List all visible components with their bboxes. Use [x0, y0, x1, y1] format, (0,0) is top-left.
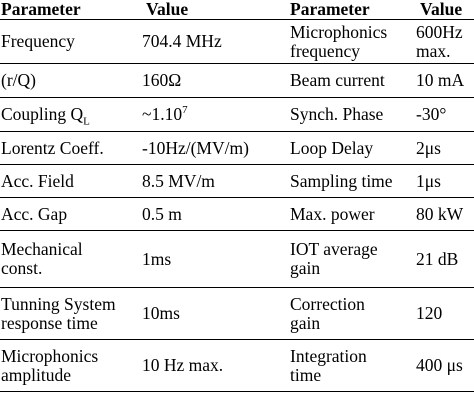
value-line: 600Hz	[416, 21, 463, 42]
table-row: Acc. Field 8.5 MV/m Sampling time 1μs	[0, 165, 474, 198]
param-cell: Correction gain	[288, 288, 416, 340]
value-cell: 10ms	[142, 303, 180, 323]
param-cell: Acc. Gap	[1, 203, 68, 224]
value-cell: 21 dB	[416, 248, 459, 269]
value-cell: 10 mA	[416, 70, 465, 90]
header-row: Parameter Value Parameter Value	[0, 0, 474, 20]
param-line: Correction	[290, 293, 365, 314]
table-row: Mechanical const. 1ms IOT average gain 2…	[0, 231, 474, 288]
value-base: ~1.10	[142, 104, 183, 124]
param-base: Coupling Q	[1, 104, 84, 124]
param-line: response time	[1, 312, 98, 333]
table-row: Lorentz Coeff. -10Hz/(MV/m) Loop Delay 2…	[0, 132, 474, 165]
param-cell: Sampling time	[290, 170, 393, 191]
param-cell: Acc. Field	[1, 170, 74, 191]
value-cell: 8.5 MV/m	[142, 170, 215, 191]
param-line: Integration	[290, 345, 367, 366]
param-line: Tunning System	[1, 293, 116, 314]
table-row: Tunning System response time 10ms Correc…	[0, 288, 474, 340]
value-superscript: 7	[182, 104, 188, 117]
param-cell: Max. power	[290, 203, 375, 224]
param-cell: Synch. Phase	[290, 104, 384, 124]
value-cell: -10Hz/(MV/m)	[142, 137, 249, 158]
param-cell: Mechanical const.	[0, 231, 140, 288]
value-cell: 1μs	[416, 170, 441, 191]
param-line: Mechanical	[1, 239, 83, 259]
param-cell: Coupling QL	[0, 98, 140, 132]
value-cell: 400 μs	[416, 355, 463, 375]
param-cell: Frequency	[1, 31, 75, 51]
table-row: Microphonics amplitude 10 Hz max. Integr…	[0, 340, 474, 392]
value-cell: 1ms	[142, 248, 172, 269]
param-cell: Lorentz Coeff.	[1, 137, 104, 158]
value-cell: 704.4 MHz	[142, 31, 222, 51]
value-cell: 0.5 m	[142, 203, 182, 224]
param-line: IOT average	[290, 239, 378, 259]
param-cell: Integration time	[288, 340, 416, 392]
param-line: time	[290, 364, 322, 385]
header-value-1: Value	[146, 0, 189, 19]
value-cell: 160Ω	[142, 70, 182, 90]
param-cell: (r/Q)	[1, 70, 36, 90]
header-value-2: Value	[420, 0, 463, 19]
table-row: Coupling QL ~1.107 Synch. Phase -30°	[0, 98, 474, 132]
param-line: const.	[1, 258, 43, 278]
param-cell: Loop Delay	[290, 137, 374, 158]
param-line: gain	[290, 258, 321, 278]
param-line: Microphonics	[1, 345, 99, 366]
value-line: max.	[416, 40, 451, 61]
header-parameter-1: Parameter	[1, 0, 81, 19]
table-row: Frequency 704.4 MHz Microphonics frequen…	[0, 20, 474, 64]
param-subscript: L	[83, 115, 90, 128]
value-cell: -30°	[416, 104, 447, 124]
value-cell: 10 Hz max.	[142, 355, 224, 375]
header-parameter-2: Parameter	[290, 0, 370, 19]
param-cell: Beam current	[290, 70, 385, 90]
param-cell: Microphonics amplitude	[0, 340, 140, 392]
param-cell: Tunning System response time	[0, 288, 140, 340]
value-cell: 80 kW	[416, 203, 464, 224]
table-row: Acc. Gap 0.5 m Max. power 80 kW	[0, 198, 474, 231]
param-line: frequency	[290, 40, 360, 61]
param-line: Microphonics	[290, 21, 388, 42]
table-row: (r/Q) 160Ω Beam current 10 mA	[0, 64, 474, 98]
parameters-table: Parameter Value Parameter Value Frequenc…	[0, 0, 474, 392]
value-cell: ~1.107	[140, 98, 288, 132]
value-cell: 600Hz max.	[416, 20, 474, 64]
param-line: gain	[290, 312, 321, 333]
value-cell: 120	[416, 303, 443, 323]
param-cell: Microphonics frequency	[288, 20, 416, 64]
param-cell: IOT average gain	[288, 231, 416, 288]
value-cell: 2μs	[416, 137, 441, 158]
param-line: amplitude	[1, 364, 71, 385]
